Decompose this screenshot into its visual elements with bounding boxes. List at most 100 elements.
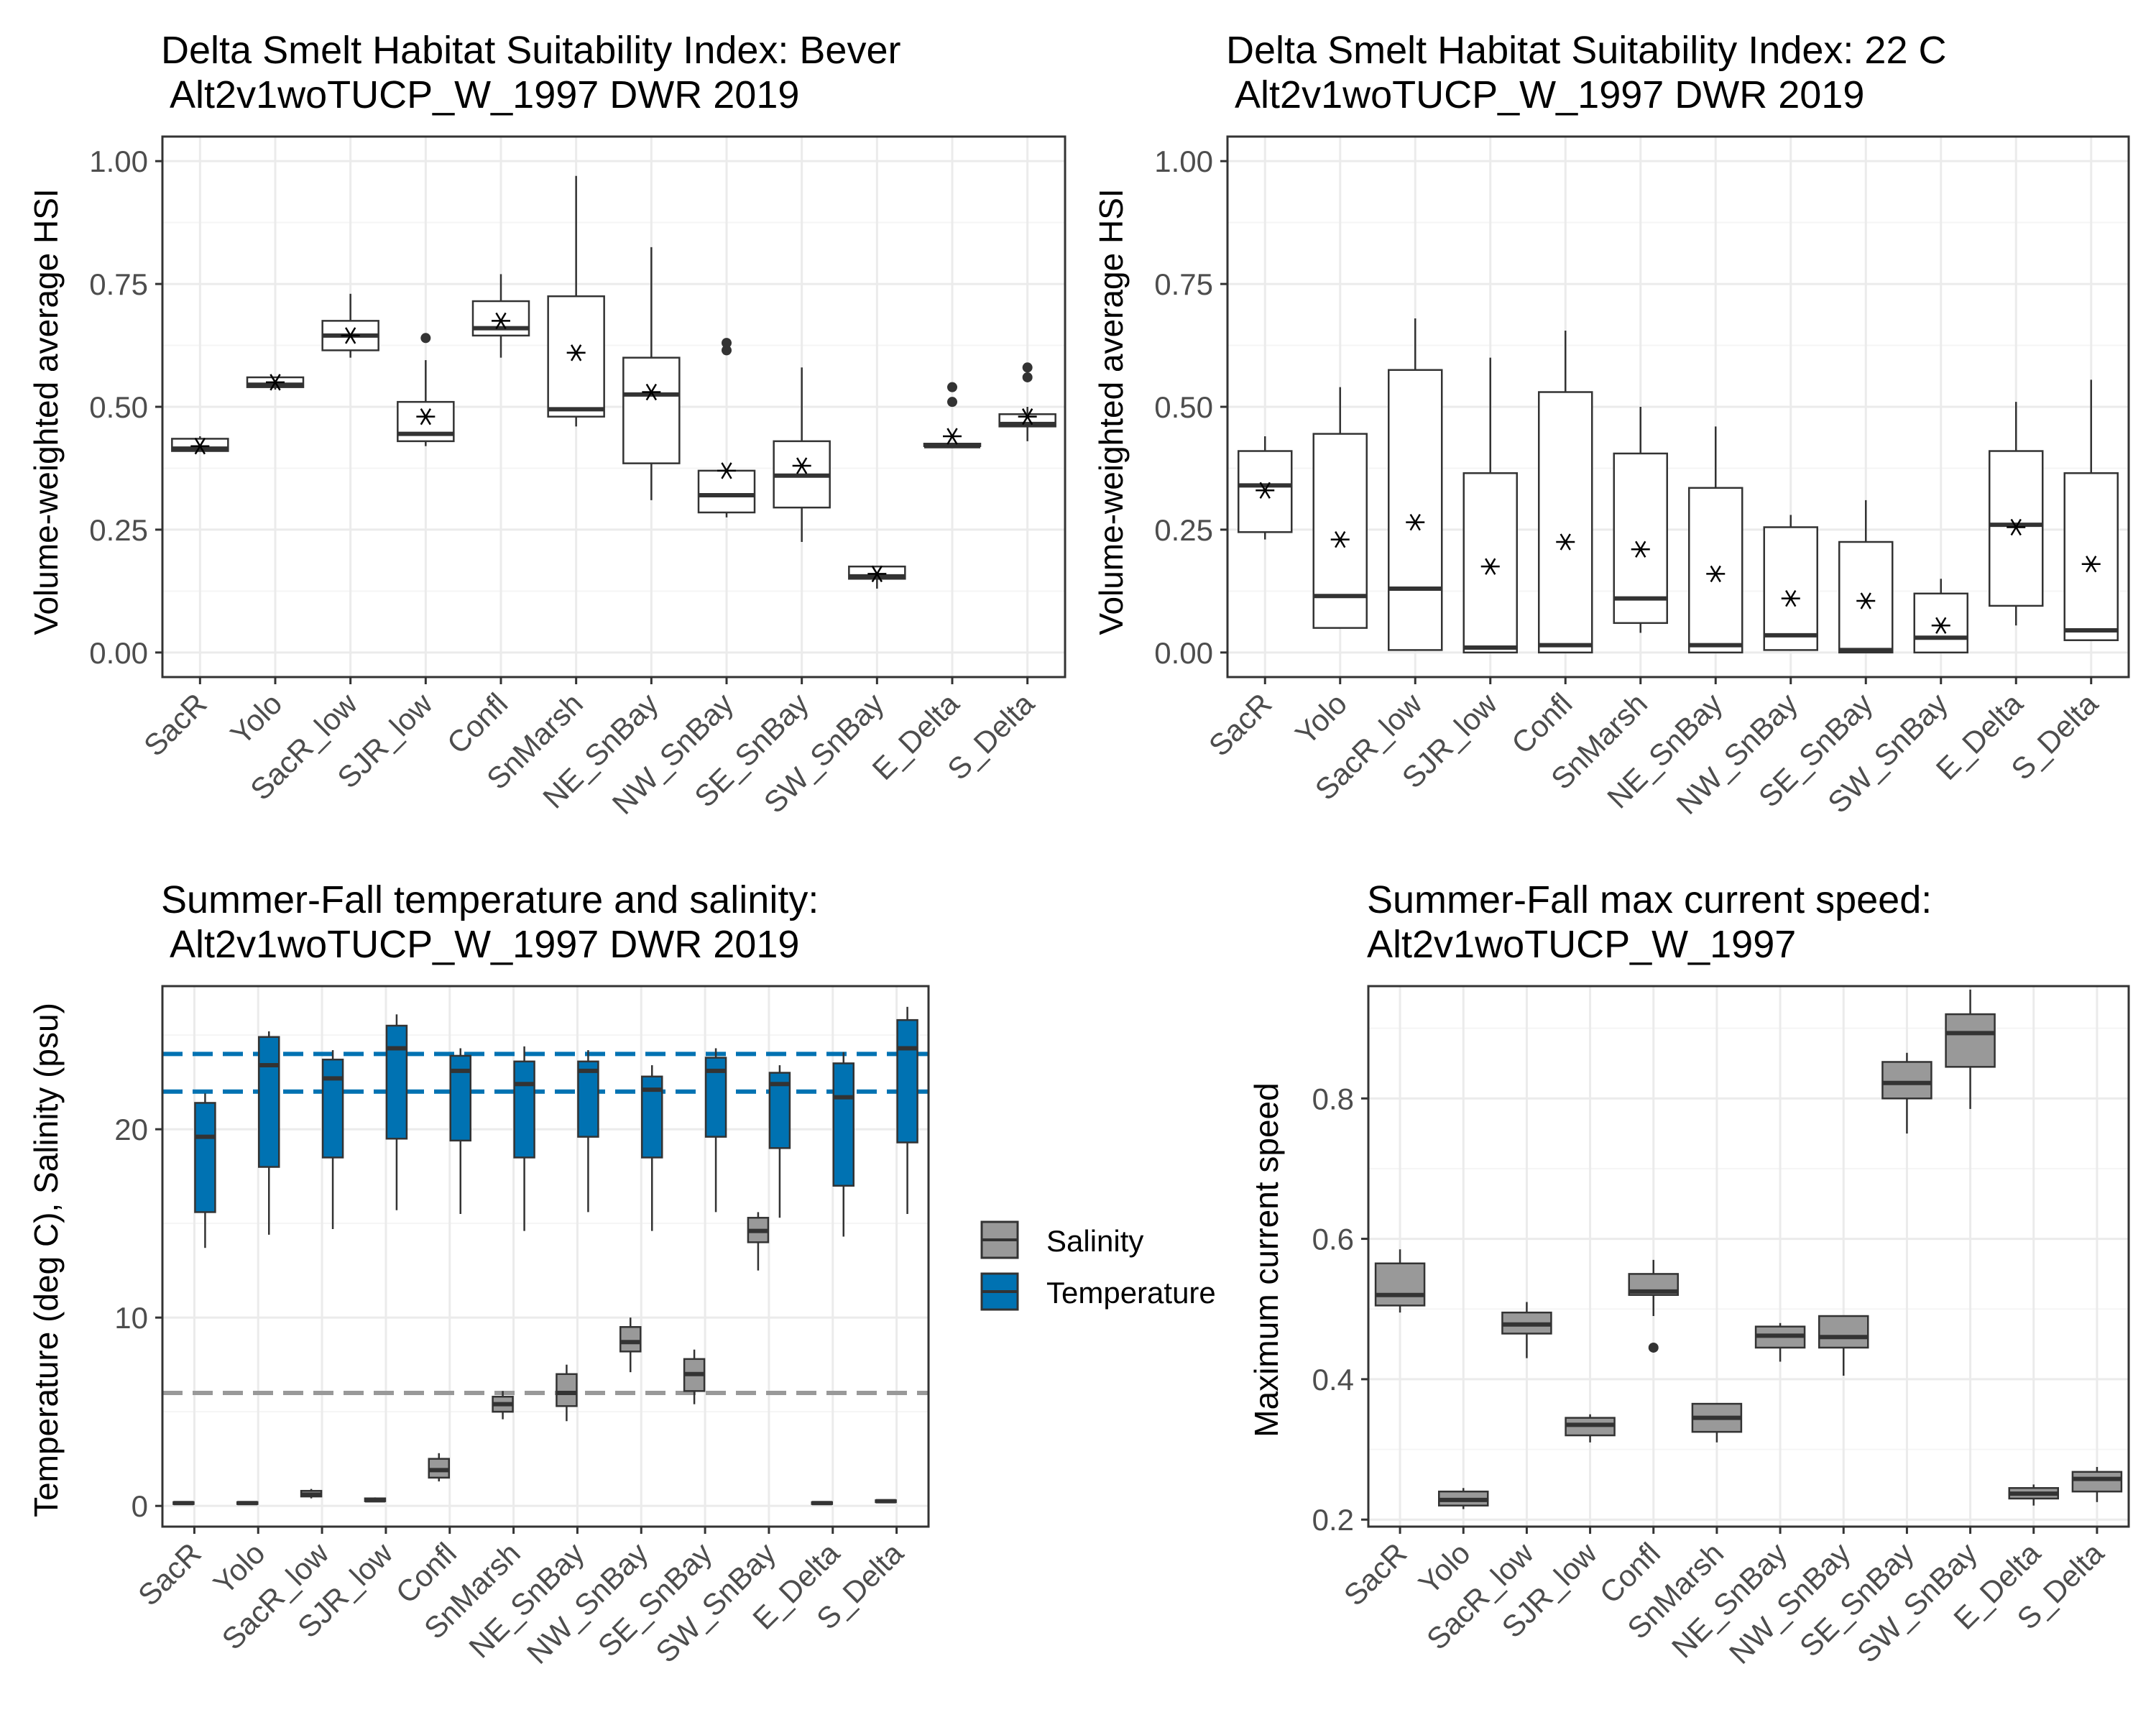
hsi-22c-y-tick-label: 0.25 (1154, 513, 1213, 547)
hsi-bever-sjr-low-outlier-point (420, 333, 431, 344)
current-speed-sw-snbay-iqr-box (1945, 1013, 1996, 1068)
hsi-bever-y-tick-label: 0.25 (89, 513, 148, 547)
hsi-bever-sacr-box (171, 436, 229, 455)
current-speed-title: Summer-Fall max current speed: (1367, 878, 1932, 921)
hsi-22c-sw-snbay-mean-stroke (1935, 617, 1947, 634)
hsi-bever-sw-snbay-box (848, 565, 906, 589)
hsi-bever-ne-snbay-iqr-box (622, 356, 681, 464)
temp-salinity-temperature-yolo-iqr-box (258, 1036, 280, 1168)
temp-salinity-y-axis-label: Temperature (deg C), Salinity (psu) (27, 1003, 65, 1517)
temp-salinity-temperature-s-delta-iqr-box (896, 1018, 918, 1144)
hsi-bever-nw-snbay-mean-stroke (721, 462, 732, 479)
current-speed-s-delta-iqr-box (2071, 1471, 2123, 1493)
hsi-22c-sacr-low-mean-stroke (1409, 514, 1421, 531)
hsi-22c-se-snbay-iqr-box (1838, 540, 1894, 654)
temp-salinity-temperature-sjr-low-box (385, 1014, 408, 1210)
hsi-22c-s-delta-mean-marker (2081, 556, 2101, 573)
hsi-bever-s-delta-mean-stroke (1021, 408, 1033, 426)
temp-salinity-salinity-sw-snbay-box (747, 1212, 770, 1271)
hsi-bever-y-tick-label: 0.00 (89, 636, 148, 670)
hsi-bever-title: Delta Smelt Habitat Suitability Index: B… (161, 29, 900, 72)
current-speed-yolo-box (1438, 1488, 1489, 1509)
current-speed-y-axis-label: Maximum current speed (1248, 1082, 1285, 1437)
temp-salinity-salinity-e-delta-box (811, 1501, 833, 1506)
hsi-bever-s-delta-outlier-point (1022, 372, 1033, 382)
hsi-bever-sw-snbay-mean-marker (867, 565, 887, 583)
hsi-22c-sw-snbay-mean-marker (1931, 617, 1950, 634)
temp-salinity-temperature-sw-snbay-box (768, 1065, 791, 1218)
hsi-bever-yolo-mean-marker (266, 374, 285, 391)
temp-salinity-salinity-snmarsh-box (492, 1391, 514, 1420)
current-speed-y-tick-label: 0.8 (1312, 1082, 1354, 1116)
current-speed-y-tick-label: 0.6 (1312, 1223, 1354, 1256)
current-speed-plot-area: 0.20.40.60.8SacRYoloSacR_lowSJR_lowConfl… (1312, 985, 2130, 1670)
hsi-22c-sjr-low-mean-stroke (1485, 558, 1496, 575)
hsi-22c-nw-snbay-mean-marker (1781, 589, 1800, 607)
hsi-bever-se-snbay-mean-marker (792, 457, 811, 474)
hsi-22c-ne-snbay-mean-marker (1706, 565, 1726, 583)
hsi-bever-y-tick-label: 0.75 (89, 267, 148, 301)
temp-salinity-temperature-confl-iqr-box (449, 1054, 471, 1142)
temp-salinity-salinity-nw-snbay-box (619, 1317, 642, 1373)
hsi-22c-nw-snbay-iqr-box (1763, 526, 1818, 651)
hsi-22c-e-delta-mean-stroke (2010, 518, 2022, 536)
hsi-22c-se-snbay-box (1838, 500, 1894, 654)
temp-salinity-y-tick-label: 0 (132, 1489, 148, 1523)
current-speed-ne-snbay-box (1754, 1322, 1806, 1362)
hsi-bever-yolo-box (246, 374, 305, 391)
temp-salinity-title: Summer-Fall temperature and salinity: (161, 878, 819, 921)
temp-salinity-salinity-ne-snbay-iqr-box (556, 1373, 578, 1407)
temp-salinity-temperature-sacr-low-box (321, 1050, 344, 1230)
temp-salinity-temperature-e-delta-iqr-box (832, 1062, 854, 1187)
hsi-22c-confl-iqr-box (1538, 391, 1593, 654)
hsi-22c-yolo-mean-marker (1330, 530, 1350, 548)
hsi-bever-s-delta-mean-marker (1018, 408, 1037, 426)
hsi-22c-yolo-box (1312, 387, 1368, 629)
hsi-bever-ne-snbay-box (622, 247, 681, 500)
current-speed-confl-outlier-point (1648, 1342, 1659, 1353)
hsi-bever-e-delta-mean-marker (943, 428, 962, 445)
temp-salinity-salinity-ne-snbay-box (556, 1364, 578, 1422)
current-speed-nw-snbay-iqr-box (1818, 1315, 1869, 1349)
hsi-bever-e-delta-mean-stroke (946, 428, 958, 445)
temp-salinity-salinity-s-delta-box (875, 1499, 897, 1504)
hsi-bever-nw-snbay-mean-marker (717, 462, 736, 479)
hsi-bever-nw-snbay-iqr-box (697, 469, 756, 514)
hsi-22c-ne-snbay-iqr-box (1688, 487, 1743, 654)
hsi-bever-ne-snbay-mean-stroke (645, 383, 658, 401)
temp-salinity-temperature-nw-snbay-box (641, 1065, 663, 1231)
hsi-22c-title: Delta Smelt Habitat Suitability Index: 2… (1226, 29, 1946, 72)
hsi-bever-sacr-low-mean-marker (341, 327, 360, 344)
current-speed-sacr-low-box (1501, 1302, 1552, 1358)
temp-salinity-salinity-nw-snbay-iqr-box (619, 1326, 642, 1353)
hsi-bever-confl-mean-stroke (495, 312, 507, 330)
current-speed-y-tick-label: 0.4 (1312, 1363, 1354, 1397)
temp-salinity-temperature-se-snbay-box (704, 1048, 727, 1213)
current-speed-panel: Summer-Fall max current speed: Alt2v1woT… (1248, 878, 2130, 1670)
temp-salinity-subtitle: Alt2v1woTUCP_W_1997 DWR 2019 (161, 923, 799, 966)
hsi-22c-y-axis-label: Volume-weighted average HSI (1092, 188, 1130, 635)
current-speed-nw-snbay-box (1818, 1315, 1869, 1376)
hsi-bever-sjr-low-box (397, 333, 455, 446)
current-speed-se-snbay-iqr-box (1881, 1061, 1932, 1100)
temp-salinity-salinity-confl-box (428, 1453, 450, 1482)
legend-label-salinity: Salinity (1046, 1224, 1143, 1258)
hsi-bever-sjr-low-mean-stroke (420, 408, 432, 426)
hsi-22c-snmarsh-mean-stroke (1635, 540, 1646, 558)
hsi-bever-ne-snbay-mean-marker (642, 383, 661, 401)
temp-salinity-temperature-snmarsh-iqr-box (513, 1060, 535, 1159)
hsi-22c-s-delta-iqr-box (2063, 472, 2119, 641)
hsi-22c-ne-snbay-box (1688, 426, 1743, 654)
current-speed-snmarsh-box (1691, 1402, 1743, 1443)
temp-salinity-salinity-se-snbay-box (683, 1349, 706, 1404)
temp-salinity-y-tick-label: 10 (114, 1301, 148, 1335)
current-speed-sw-snbay-box (1945, 989, 1996, 1109)
temp-salinity-legend: Salinity Temperature (980, 1220, 1216, 1311)
hsi-22c-snmarsh-mean-marker (1631, 540, 1650, 558)
hsi-bever-se-snbay-box (773, 367, 831, 542)
hsi-bever-e-delta-outlier-point (947, 397, 957, 408)
hsi-bever-sacr-low-box (321, 293, 379, 358)
current-speed-e-delta-box (2008, 1484, 2059, 1506)
